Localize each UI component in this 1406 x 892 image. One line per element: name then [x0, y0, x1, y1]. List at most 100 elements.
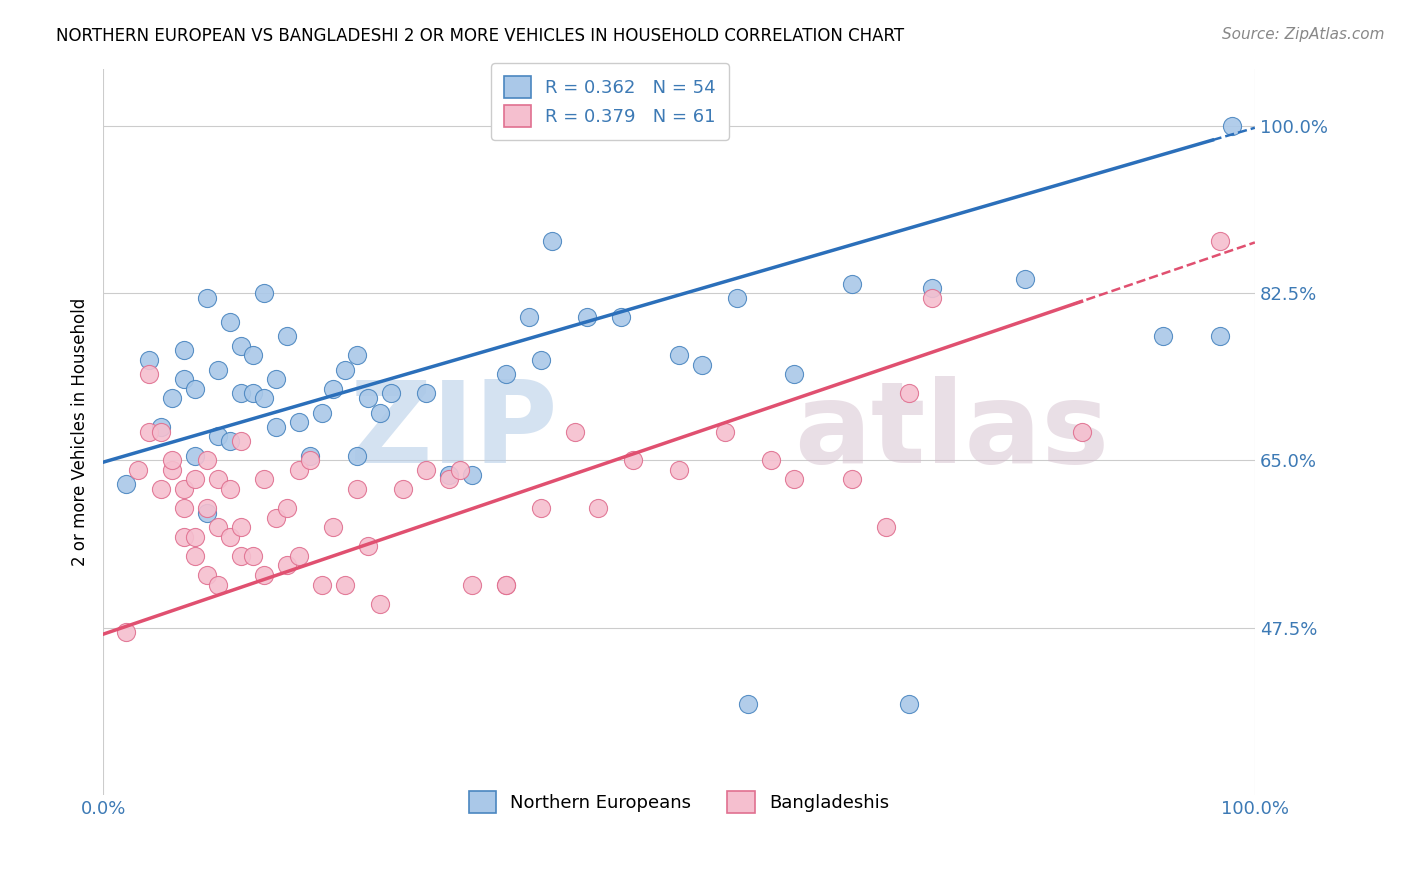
Point	[173, 343, 195, 358]
Point	[437, 467, 460, 482]
Point	[184, 530, 207, 544]
Point	[875, 520, 897, 534]
Point	[195, 506, 218, 520]
Point	[207, 362, 229, 376]
Point	[242, 386, 264, 401]
Point	[610, 310, 633, 324]
Point	[138, 368, 160, 382]
Point	[1152, 329, 1174, 343]
Point	[242, 549, 264, 563]
Point	[322, 520, 344, 534]
Point	[149, 425, 172, 439]
Text: NORTHERN EUROPEAN VS BANGLADESHI 2 OR MORE VEHICLES IN HOUSEHOLD CORRELATION CHA: NORTHERN EUROPEAN VS BANGLADESHI 2 OR MO…	[56, 27, 904, 45]
Point	[517, 310, 540, 324]
Point	[759, 453, 782, 467]
Point	[668, 348, 690, 362]
Point	[588, 501, 610, 516]
Point	[264, 510, 287, 524]
Point	[357, 539, 380, 553]
Legend: Northern Europeans, Bangladeshis: Northern Europeans, Bangladeshis	[456, 779, 901, 826]
Point	[218, 530, 240, 544]
Point	[253, 472, 276, 486]
Point	[1209, 329, 1232, 343]
Point	[737, 697, 759, 711]
Point	[288, 463, 311, 477]
Point	[195, 568, 218, 582]
Point	[231, 520, 253, 534]
Point	[184, 382, 207, 396]
Point	[288, 415, 311, 429]
Point	[253, 286, 276, 301]
Point	[264, 420, 287, 434]
Point	[173, 530, 195, 544]
Text: Source: ZipAtlas.com: Source: ZipAtlas.com	[1222, 27, 1385, 42]
Point	[231, 549, 253, 563]
Text: atlas: atlas	[794, 376, 1109, 487]
Point	[368, 597, 391, 611]
Point	[346, 348, 368, 362]
Point	[898, 697, 921, 711]
Point	[575, 310, 598, 324]
Point	[530, 501, 553, 516]
Point	[380, 386, 402, 401]
Point	[288, 549, 311, 563]
Point	[460, 467, 482, 482]
Point	[841, 472, 863, 486]
Point	[1014, 271, 1036, 285]
Point	[714, 425, 737, 439]
Point	[160, 391, 183, 405]
Point	[1209, 234, 1232, 248]
Point	[460, 577, 482, 591]
Point	[195, 453, 218, 467]
Point	[115, 477, 138, 491]
Point	[184, 472, 207, 486]
Point	[264, 372, 287, 386]
Point	[921, 291, 943, 305]
Point	[346, 449, 368, 463]
Point	[149, 482, 172, 496]
Point	[138, 353, 160, 368]
Point	[311, 405, 333, 419]
Point	[231, 434, 253, 449]
Y-axis label: 2 or more Vehicles in Household: 2 or more Vehicles in Household	[72, 298, 89, 566]
Point	[346, 482, 368, 496]
Point	[530, 353, 553, 368]
Point	[898, 386, 921, 401]
Point	[276, 558, 298, 573]
Point	[921, 281, 943, 295]
Point	[299, 453, 322, 467]
Point	[127, 463, 149, 477]
Point	[368, 405, 391, 419]
Point	[449, 463, 471, 477]
Point	[160, 463, 183, 477]
Point	[173, 372, 195, 386]
Point	[1071, 425, 1094, 439]
Point	[311, 577, 333, 591]
Point	[1220, 119, 1243, 133]
Point	[725, 291, 748, 305]
Point	[541, 234, 564, 248]
Point	[207, 577, 229, 591]
Point	[173, 482, 195, 496]
Point	[415, 463, 437, 477]
Point	[437, 472, 460, 486]
Point	[322, 382, 344, 396]
Point	[218, 434, 240, 449]
Text: ZIP: ZIP	[350, 376, 558, 487]
Point	[253, 391, 276, 405]
Point	[621, 453, 644, 467]
Point	[299, 449, 322, 463]
Point	[231, 386, 253, 401]
Point	[195, 291, 218, 305]
Point	[333, 577, 356, 591]
Point	[207, 520, 229, 534]
Point	[276, 501, 298, 516]
Point	[357, 391, 380, 405]
Point	[783, 368, 806, 382]
Point	[115, 625, 138, 640]
Point	[242, 348, 264, 362]
Point	[495, 577, 517, 591]
Point	[841, 277, 863, 291]
Point	[218, 315, 240, 329]
Point	[184, 549, 207, 563]
